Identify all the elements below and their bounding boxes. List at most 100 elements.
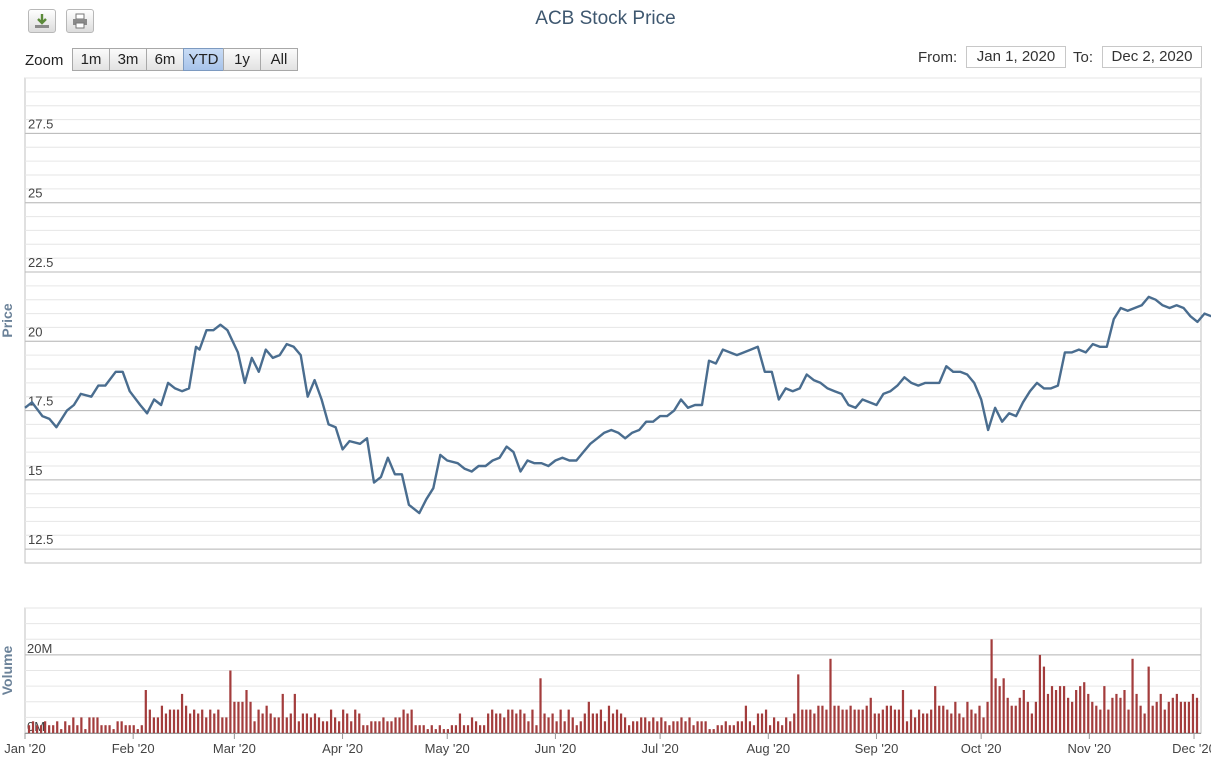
volume-bar xyxy=(889,705,893,733)
volume-bar xyxy=(523,713,526,733)
to-date-input[interactable]: Dec 2, 2020 xyxy=(1102,46,1202,68)
volume-bar xyxy=(821,705,824,733)
volume-y-tick-label: 20M xyxy=(27,641,52,656)
volume-bar xyxy=(108,725,111,733)
download-button[interactable] xyxy=(28,9,56,33)
volume-bar xyxy=(777,721,780,733)
volume-bar xyxy=(495,713,498,733)
volume-bar xyxy=(708,729,711,733)
volume-bar xyxy=(575,725,578,733)
volume-bar xyxy=(1179,701,1182,734)
volume-bar xyxy=(990,639,993,734)
x-axis: Jan '20 Feb '20 Mar '20 Apr '20 May '20 Jun '… xyxy=(4,733,1211,756)
volume-bar xyxy=(80,717,83,733)
volume-bar xyxy=(342,709,345,733)
volume-bar xyxy=(551,713,554,733)
volume-bar xyxy=(1143,713,1146,733)
volume-bar xyxy=(531,709,534,733)
volume-bar xyxy=(273,717,276,733)
volume-bar xyxy=(446,729,449,733)
volume-bar xyxy=(583,713,586,733)
volume-bar xyxy=(833,705,836,733)
volume-bar xyxy=(563,721,566,733)
volume-bar xyxy=(656,721,659,733)
volume-bar xyxy=(1151,705,1154,733)
volume-bar xyxy=(712,729,715,733)
price-y-tick-label: 17.5 xyxy=(28,394,53,409)
volume-bar xyxy=(507,709,510,733)
volume-bar xyxy=(1026,701,1029,734)
x-axis-tick-label: Sep '20 xyxy=(855,741,899,756)
volume-bar xyxy=(668,725,671,733)
x-axis-tick-label: Aug '20 xyxy=(746,741,790,756)
volume-bar xyxy=(1111,697,1114,733)
price-y-tick-label: 27.5 xyxy=(28,116,53,131)
price-y-tick-label: 25 xyxy=(28,186,42,201)
volume-bar xyxy=(56,721,59,733)
volume-bar xyxy=(193,709,196,733)
to-label: To: xyxy=(1073,49,1094,66)
volume-bar xyxy=(124,725,127,733)
print-button[interactable] xyxy=(66,9,94,33)
volume-bar xyxy=(845,709,848,733)
x-axis-tick-label: Feb '20 xyxy=(112,741,155,756)
volume-bar xyxy=(768,725,772,733)
volume-bar xyxy=(406,713,409,733)
price-y-tick-label: 15 xyxy=(28,463,42,478)
volume-bar xyxy=(938,705,941,733)
volume-bar xyxy=(942,705,945,733)
volume-bar xyxy=(358,713,361,733)
volume-bar xyxy=(897,709,901,733)
zoom-ytd-button[interactable]: YTD xyxy=(183,48,224,71)
volume-bar xyxy=(1099,709,1102,733)
volume-bar xyxy=(1046,693,1050,733)
volume-bar xyxy=(301,713,304,733)
volume-bar xyxy=(48,725,51,733)
volume-bar xyxy=(1038,654,1042,733)
volume-bar xyxy=(35,725,39,733)
volume-bar xyxy=(366,725,369,733)
volume-bar xyxy=(958,713,961,733)
zoom-all-button[interactable]: All xyxy=(260,48,298,71)
from-date-input[interactable]: Jan 1, 2020 xyxy=(966,46,1066,68)
volume-bar xyxy=(607,705,611,733)
volume-bar xyxy=(136,729,139,733)
volume-bar xyxy=(692,725,695,733)
volume-bar xyxy=(1067,697,1070,733)
volume-bar xyxy=(386,721,389,733)
volume-bar xyxy=(559,709,562,733)
volume-bar xyxy=(329,709,333,733)
volume-bar xyxy=(354,709,357,733)
volume-bar xyxy=(378,721,381,733)
volume-bar xyxy=(736,721,739,733)
volume-bar xyxy=(648,721,651,733)
volume-bar xyxy=(1091,701,1094,734)
volume-bar xyxy=(1115,693,1118,733)
volume-bar xyxy=(579,721,582,733)
volume-bar xyxy=(603,721,607,733)
volume-bar xyxy=(434,729,437,733)
volume-bar xyxy=(849,705,852,733)
volume-bar xyxy=(172,709,176,733)
x-axis-tick-label: May '20 xyxy=(425,741,470,756)
volume-bar xyxy=(660,717,663,733)
volume-bar xyxy=(394,717,397,733)
volume-bar xyxy=(64,721,67,733)
volume-bar xyxy=(728,725,731,733)
volume-bar xyxy=(1175,693,1178,733)
volume-bar xyxy=(970,709,973,733)
download-icon xyxy=(35,14,49,28)
volume-bar xyxy=(430,725,433,733)
volume-bar xyxy=(519,709,522,733)
volume-bar xyxy=(994,678,997,733)
volume-bar xyxy=(346,713,349,733)
volume-bar xyxy=(454,725,458,733)
volume-bar xyxy=(487,713,490,733)
volume-bar xyxy=(644,717,647,733)
volume-bar xyxy=(213,713,216,733)
volume-bar xyxy=(483,725,486,733)
volume-bar xyxy=(893,709,897,733)
zoom-3m-button[interactable]: 3m xyxy=(109,48,147,71)
volume-bar xyxy=(547,717,550,733)
volume-bar xyxy=(930,709,933,733)
